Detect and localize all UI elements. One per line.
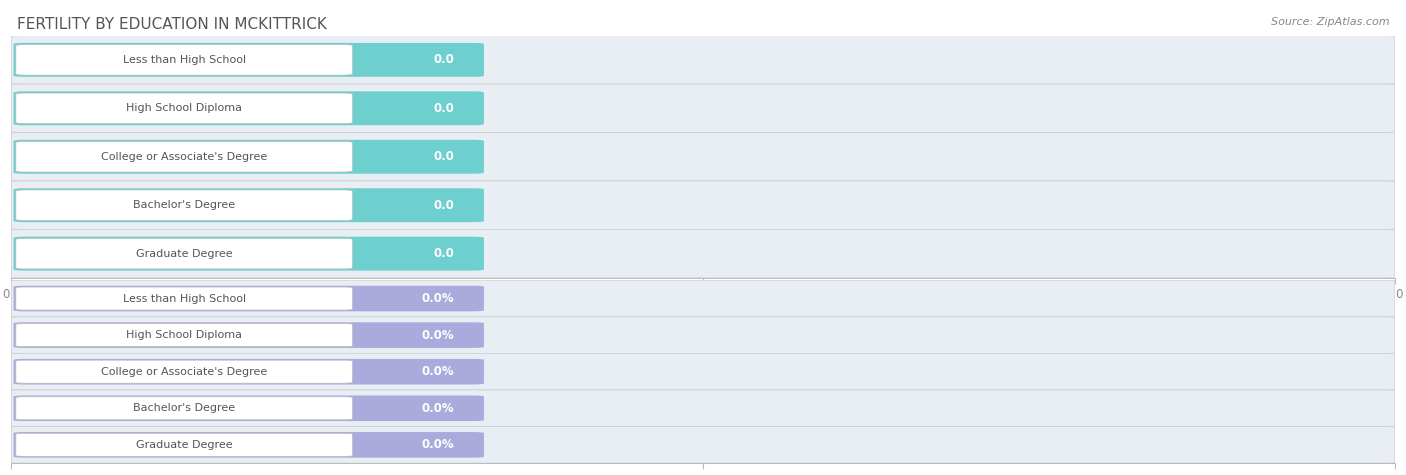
FancyBboxPatch shape: [14, 396, 484, 421]
FancyBboxPatch shape: [15, 45, 353, 75]
FancyBboxPatch shape: [11, 84, 1395, 133]
Text: 0.0: 0.0: [433, 53, 454, 67]
Text: 0.0%: 0.0%: [422, 402, 454, 415]
FancyBboxPatch shape: [14, 432, 484, 457]
Text: Bachelor's Degree: Bachelor's Degree: [134, 403, 235, 413]
Text: FERTILITY BY EDUCATION IN MCKITTRICK: FERTILITY BY EDUCATION IN MCKITTRICK: [17, 17, 326, 32]
FancyBboxPatch shape: [11, 427, 1395, 463]
FancyBboxPatch shape: [14, 237, 484, 271]
FancyBboxPatch shape: [15, 93, 353, 124]
Text: College or Associate's Degree: College or Associate's Degree: [101, 367, 267, 377]
Text: 0.0: 0.0: [433, 150, 454, 163]
Text: 0.0%: 0.0%: [422, 329, 454, 342]
FancyBboxPatch shape: [15, 142, 353, 172]
FancyBboxPatch shape: [15, 433, 353, 456]
FancyBboxPatch shape: [14, 91, 484, 125]
FancyBboxPatch shape: [11, 280, 1395, 317]
Text: High School Diploma: High School Diploma: [127, 330, 242, 340]
FancyBboxPatch shape: [11, 317, 1395, 353]
Text: 0.0%: 0.0%: [422, 438, 454, 451]
FancyBboxPatch shape: [15, 238, 353, 269]
FancyBboxPatch shape: [14, 188, 484, 222]
FancyBboxPatch shape: [14, 359, 484, 384]
Text: Less than High School: Less than High School: [122, 55, 246, 65]
Text: 0.0%: 0.0%: [422, 365, 454, 378]
Text: College or Associate's Degree: College or Associate's Degree: [101, 152, 267, 162]
Text: 0.0%: 0.0%: [422, 292, 454, 305]
FancyBboxPatch shape: [15, 323, 353, 347]
Text: 0.0: 0.0: [433, 247, 454, 260]
FancyBboxPatch shape: [15, 190, 353, 220]
Text: Bachelor's Degree: Bachelor's Degree: [134, 200, 235, 210]
FancyBboxPatch shape: [15, 397, 353, 420]
FancyBboxPatch shape: [11, 229, 1395, 278]
FancyBboxPatch shape: [14, 286, 484, 311]
Text: Less than High School: Less than High School: [122, 294, 246, 304]
FancyBboxPatch shape: [14, 323, 484, 348]
FancyBboxPatch shape: [15, 287, 353, 310]
Text: Source: ZipAtlas.com: Source: ZipAtlas.com: [1271, 17, 1389, 27]
FancyBboxPatch shape: [11, 390, 1395, 427]
FancyBboxPatch shape: [14, 140, 484, 174]
Text: Graduate Degree: Graduate Degree: [136, 440, 232, 450]
Text: High School Diploma: High School Diploma: [127, 103, 242, 114]
FancyBboxPatch shape: [11, 181, 1395, 229]
Text: 0.0: 0.0: [433, 199, 454, 212]
Text: 0.0: 0.0: [433, 102, 454, 115]
FancyBboxPatch shape: [11, 133, 1395, 181]
FancyBboxPatch shape: [15, 360, 353, 383]
Text: Graduate Degree: Graduate Degree: [136, 248, 232, 259]
FancyBboxPatch shape: [11, 36, 1395, 84]
FancyBboxPatch shape: [11, 353, 1395, 390]
FancyBboxPatch shape: [14, 43, 484, 77]
